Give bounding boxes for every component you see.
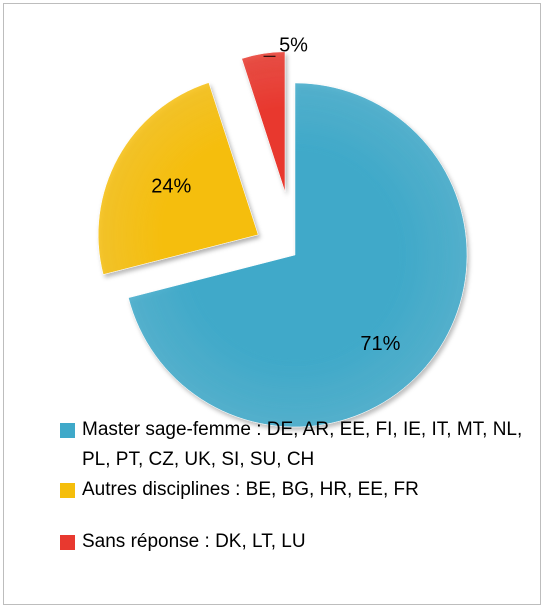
legend-label: Master sage-femme : DE, AR, EE, FI, IE, … bbox=[82, 419, 523, 470]
pie-slice bbox=[128, 82, 468, 428]
pie-slice bbox=[97, 82, 259, 275]
legend-label: Sans réponse : DK, LT, LU bbox=[82, 531, 306, 552]
legend-label: Autres disciplines : BE, BG, HR, EE, FR bbox=[82, 479, 419, 500]
legend-swatch bbox=[60, 423, 75, 438]
legend-swatch bbox=[60, 483, 75, 498]
pie-slice bbox=[241, 51, 286, 192]
legend: Master sage-femme : DE, AR, EE, FI, IE, … bbox=[60, 415, 530, 557]
data-label: 5% bbox=[279, 35, 308, 57]
legend-item: Autres disciplines : BE, BG, HR, EE, FR bbox=[60, 475, 530, 505]
legend-item: Master sage-femme : DE, AR, EE, FI, IE, … bbox=[60, 415, 530, 475]
data-label: 71% bbox=[360, 333, 400, 355]
legend-swatch bbox=[60, 535, 75, 550]
chart-frame bbox=[3, 3, 541, 605]
legend-item: Sans réponse : DK, LT, LU bbox=[60, 527, 530, 557]
data-label: 24% bbox=[151, 175, 191, 197]
